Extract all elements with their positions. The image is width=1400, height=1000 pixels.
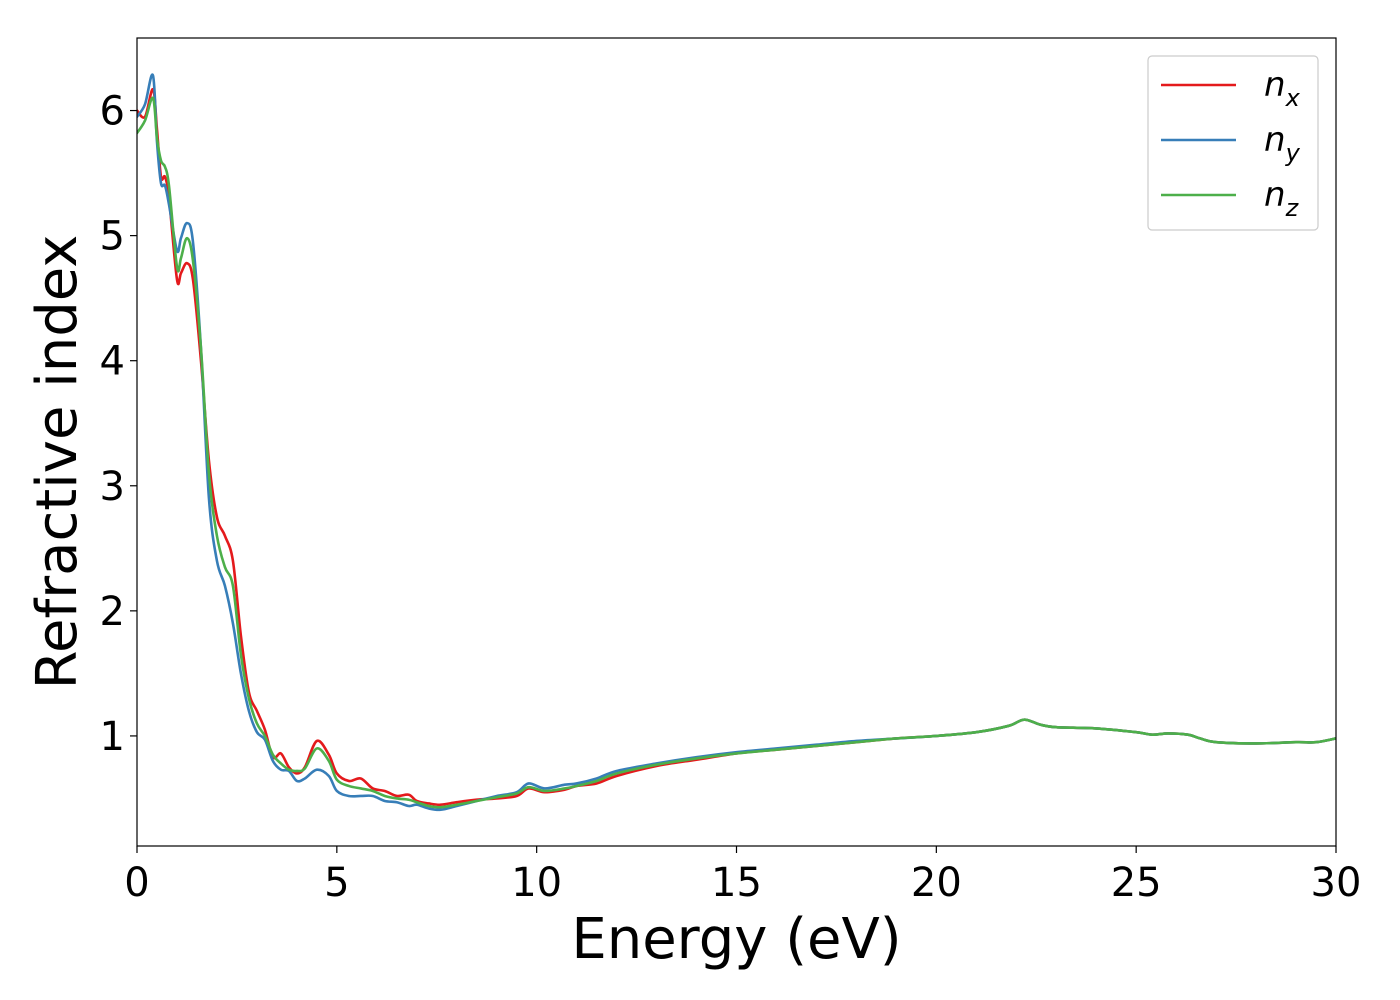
legend-item-x: nx xyxy=(1161,65,1301,112)
x-tick-label: 30 xyxy=(1311,860,1362,906)
x-tick-label: 25 xyxy=(1111,860,1162,906)
legend-label-subscript: x xyxy=(1285,84,1301,112)
y-axis-label: Refractive index xyxy=(25,235,90,690)
x-axis-ticks: 0 5 10 15 20 25 30 xyxy=(124,846,1361,906)
legend-label: ny xyxy=(1264,120,1301,167)
legend-box xyxy=(1147,55,1319,231)
y-tick-label: 3 xyxy=(100,464,125,510)
legend-label-base: n xyxy=(1264,175,1286,215)
y-tick-label: 1 xyxy=(100,714,125,760)
legend-label-base: n xyxy=(1264,120,1286,160)
legend-label: nx xyxy=(1264,65,1301,112)
y-axis-ticks: 1 2 3 4 5 6 xyxy=(100,89,137,760)
x-tick-label: 5 xyxy=(324,860,349,906)
x-tick-label: 10 xyxy=(511,860,562,906)
legend-item-z: nz xyxy=(1161,175,1300,222)
y-tick-label: 4 xyxy=(100,339,125,385)
legend-label-subscript: y xyxy=(1285,139,1301,167)
x-axis-label: Energy (eV) xyxy=(571,907,901,972)
x-tick-label: 0 xyxy=(124,860,149,906)
legend-label-subscript: z xyxy=(1285,194,1300,222)
x-tick-label: 20 xyxy=(911,860,962,906)
legend-label-base: n xyxy=(1264,65,1286,105)
y-tick-label: 2 xyxy=(100,589,125,635)
series-line-z xyxy=(137,96,1336,809)
x-tick-label: 15 xyxy=(711,860,762,906)
series-layer xyxy=(137,73,1336,812)
y-tick-label: 5 xyxy=(100,214,125,260)
y-tick-label: 6 xyxy=(100,89,125,135)
legend-item-y: ny xyxy=(1161,120,1301,167)
legend-label: nz xyxy=(1264,175,1300,222)
